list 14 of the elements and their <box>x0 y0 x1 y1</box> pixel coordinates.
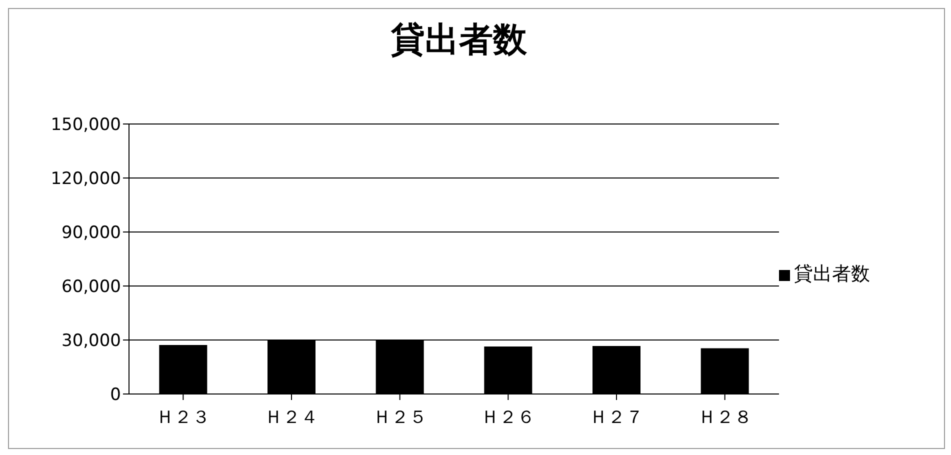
legend-label: 貸出者数 <box>794 263 870 285</box>
x-tick-label: Ｈ２４ <box>264 406 318 428</box>
x-tick-label: Ｈ２６ <box>481 406 536 428</box>
y-tick-label: 60,000 <box>62 277 121 298</box>
y-tick-label: 90,000 <box>62 223 121 244</box>
y-tick-label: 30,000 <box>62 331 121 352</box>
x-tick-label: Ｈ２７ <box>590 406 644 428</box>
y-tick-label: 0 <box>110 385 121 406</box>
y-tick-label: 120,000 <box>50 169 121 190</box>
x-tick-label: Ｈ２３ <box>156 406 210 428</box>
x-tick-label: Ｈ２８ <box>698 406 752 428</box>
chart-title: 貸出者数 <box>390 19 528 62</box>
y-tick-label: 150,000 <box>50 115 121 136</box>
x-tick-label: Ｈ２５ <box>372 406 427 428</box>
